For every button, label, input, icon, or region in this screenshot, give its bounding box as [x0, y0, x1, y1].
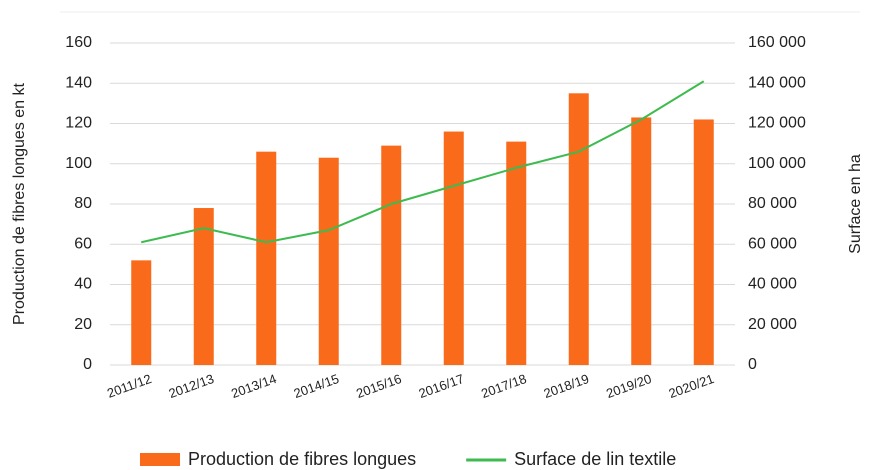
- bar: [256, 151, 277, 365]
- y-axis-title: Production de fibres longues en kt: [11, 82, 28, 324]
- bar: [193, 208, 214, 365]
- bar: [443, 131, 464, 365]
- bar: [568, 93, 589, 365]
- y2-tick-label: 0: [748, 356, 757, 373]
- y2-tick-label: 160 000: [748, 34, 806, 51]
- x-tick-label: 2014/15: [292, 371, 341, 401]
- y-tick-label: 40: [74, 276, 92, 293]
- bar: [506, 141, 527, 365]
- y2-axis-title: Surface en ha: [847, 154, 864, 254]
- bar: [318, 157, 339, 365]
- bar: [693, 119, 714, 365]
- line: [141, 80, 705, 244]
- y2-tick-label: 100 000: [748, 155, 806, 172]
- y2-tick-label: 120 000: [748, 115, 806, 132]
- bar: [381, 145, 402, 365]
- y2-tick-label: 140 000: [748, 74, 806, 91]
- y-tick-label: 140: [65, 74, 92, 91]
- x-tick-label: 2015/16: [354, 371, 403, 401]
- legend-label: Production de fibres longues: [188, 449, 416, 469]
- legend-label: Surface de lin textile: [514, 449, 676, 469]
- x-tick-label: 2019/20: [604, 371, 653, 401]
- bar: [631, 117, 652, 366]
- y-tick-label: 20: [74, 316, 92, 333]
- y2-tick-label: 20 000: [748, 316, 797, 333]
- y-tick-label: 0: [83, 356, 92, 373]
- bar: [131, 260, 152, 365]
- x-tick-label: 2017/18: [479, 371, 528, 401]
- x-tick-label: 2020/21: [667, 371, 716, 401]
- x-tick-label: 2016/17: [417, 371, 466, 401]
- y2-tick-label: 40 000: [748, 276, 797, 293]
- x-tick-label: 2011/12: [105, 371, 153, 401]
- x-tick-label: 2012/13: [167, 371, 216, 401]
- y-tick-label: 120: [65, 115, 92, 132]
- y-tick-label: 60: [74, 235, 92, 252]
- y-tick-label: 80: [74, 195, 92, 212]
- x-tick-label: 2013/14: [229, 371, 278, 401]
- y2-tick-label: 80 000: [748, 195, 797, 212]
- y2-tick-label: 60 000: [748, 235, 797, 252]
- x-tick-label: 2018/19: [542, 371, 591, 401]
- legend-swatch: [140, 453, 180, 466]
- y-tick-label: 100: [65, 155, 92, 172]
- y-tick-label: 160: [65, 34, 92, 51]
